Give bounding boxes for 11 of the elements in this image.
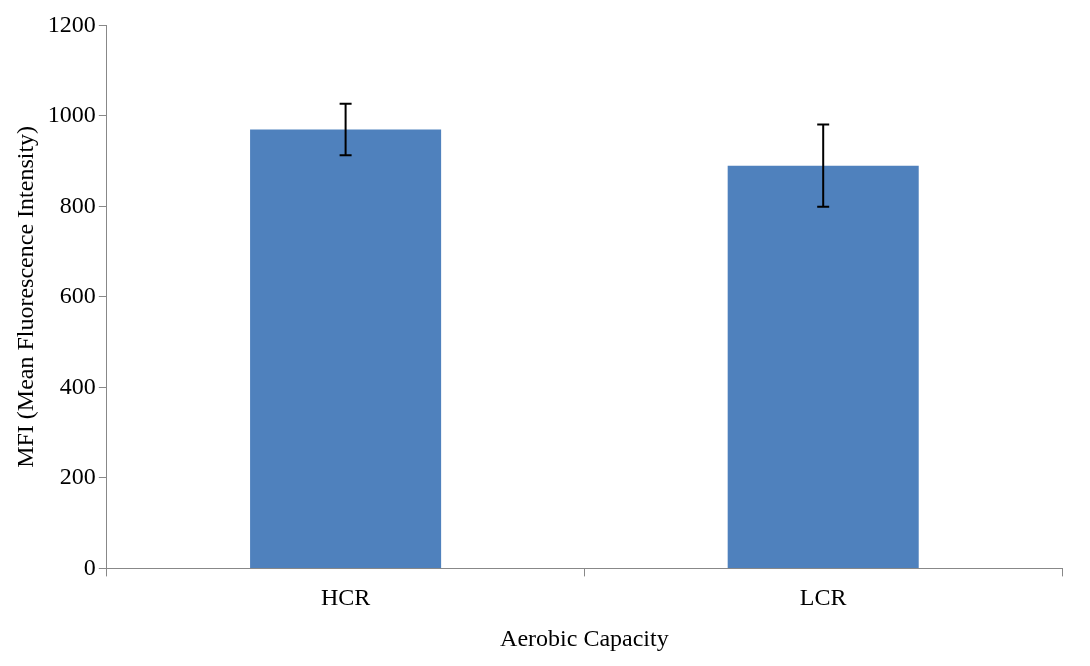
y-tick-label: 800 <box>59 191 96 218</box>
x-axis-title: Aerobic Capacity <box>500 624 669 651</box>
y-tick-label: 200 <box>59 463 96 490</box>
y-tick-label: 600 <box>59 282 96 309</box>
y-tick-label: 1200 <box>47 10 96 37</box>
y-tick-label: 0 <box>83 553 96 580</box>
x-tick-label: HCR <box>320 584 371 611</box>
y-tick-label: 400 <box>59 372 96 399</box>
y-axis-title: MFI (Mean Fluorescence Intensity) <box>11 125 38 468</box>
x-tick-label: LCR <box>799 584 847 611</box>
y-tick-label: 1000 <box>47 101 96 128</box>
